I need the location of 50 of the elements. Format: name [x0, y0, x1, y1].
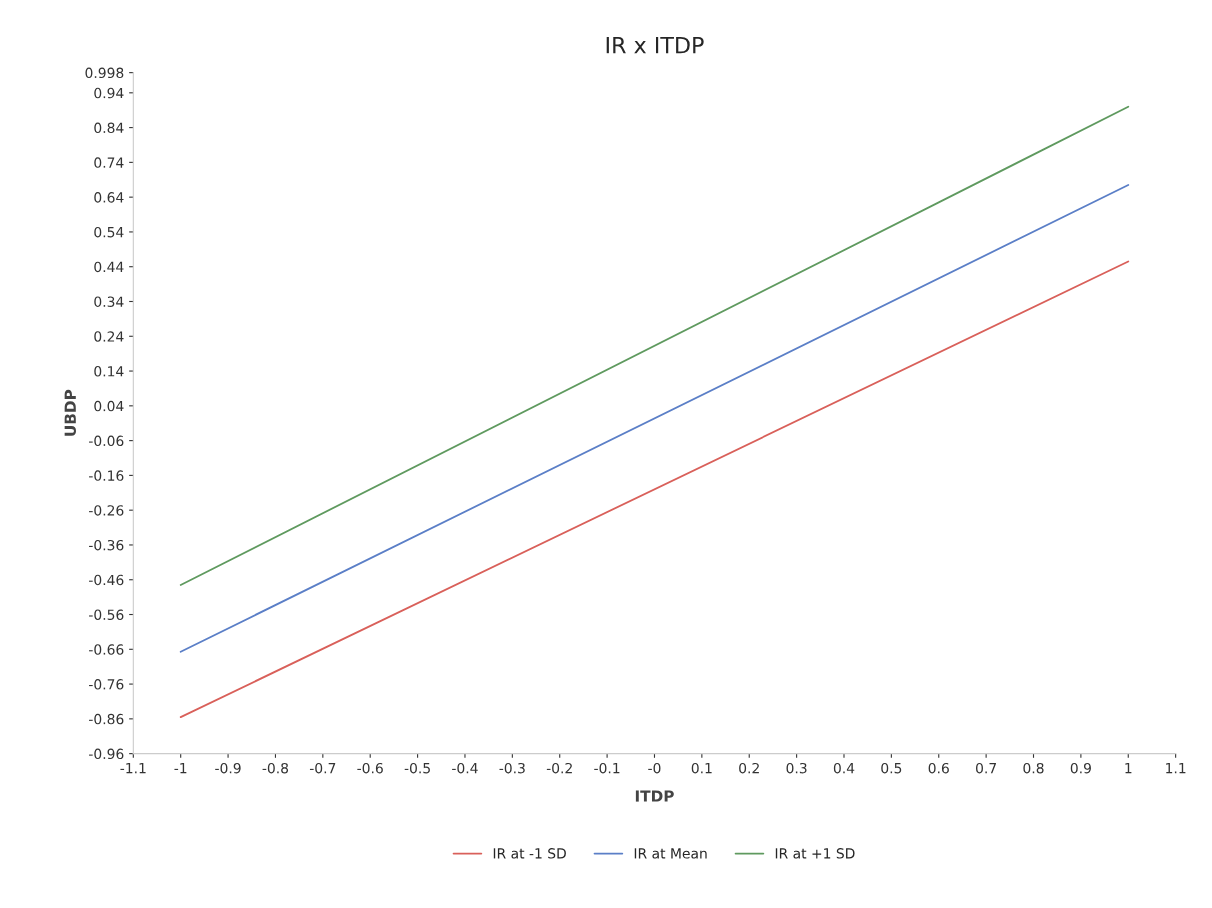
x-tick-label: -0.2: [546, 762, 572, 774]
legend-label: IR at -1 SD: [493, 848, 566, 859]
y-tick-label: -0.76: [89, 679, 124, 690]
x-tick-label: 0.8: [1023, 762, 1044, 774]
y-tick-label: 0.44: [94, 261, 124, 273]
y-tick-label: 0.34: [94, 296, 124, 307]
x-tick-label: -0.4: [452, 762, 478, 774]
x-tick-label: 1.1: [1166, 763, 1186, 774]
x-tick-label: -0.7: [309, 762, 336, 774]
legend-label: IR at +1 SD: [775, 848, 855, 859]
x-tick-label: 1: [1125, 763, 1132, 774]
y-tick-label: 0.04: [94, 400, 124, 412]
y-tick-label: -0.56: [89, 609, 124, 620]
x-tick-label: -1.1: [120, 763, 146, 774]
y-tick-label: -0.66: [89, 644, 124, 655]
y-tick-label: 0.54: [94, 226, 124, 238]
chart-title: IR x ITDP: [606, 36, 704, 54]
x-tick-label: -1: [174, 763, 187, 774]
y-axis-title: UBDP: [64, 389, 77, 436]
x-tick-label: 0.9: [1070, 762, 1091, 774]
x-tick-label: -0.8: [262, 762, 289, 774]
x-tick-label: -0: [648, 762, 661, 774]
x-tick-label: -0.9: [215, 762, 241, 774]
legend-label: IR at Mean: [634, 848, 707, 859]
y-tick-label: 0.74: [94, 157, 124, 168]
y-tick-label: -0.86: [89, 713, 124, 725]
y-tick-label: 0.94: [94, 87, 124, 99]
x-tick-label: 0.4: [833, 762, 855, 774]
y-tick-label: -0.26: [89, 505, 124, 516]
y-tick-label: -0.46: [89, 574, 124, 586]
y-tick-label: 0.64: [94, 192, 124, 203]
x-tick-label: -0.5: [404, 762, 430, 774]
y-tick-label: 0.998: [85, 67, 124, 79]
y-tick-label: -0.96: [89, 748, 124, 760]
x-axis-title: ITDP: [635, 790, 674, 802]
y-tick-label: -0.06: [89, 435, 124, 447]
y-tick-label: -0.16: [89, 470, 124, 481]
x-tick-label: 0.5: [881, 762, 902, 774]
x-tick-label: -0.3: [499, 762, 525, 774]
x-tick-label: -0.1: [594, 762, 620, 774]
x-tick-label: -0.6: [357, 762, 383, 774]
y-tick-label: 0.24: [94, 331, 124, 342]
x-tick-label: 0.7: [976, 762, 996, 774]
x-tick-label: 0.1: [691, 762, 712, 774]
x-tick-label: 0.2: [739, 762, 759, 774]
y-tick-label: -0.36: [89, 539, 124, 551]
x-tick-label: 0.3: [786, 762, 807, 774]
y-tick-label: 0.14: [94, 366, 124, 377]
x-tick-label: 0.6: [928, 762, 949, 774]
y-tick-label: 0.84: [94, 122, 124, 134]
